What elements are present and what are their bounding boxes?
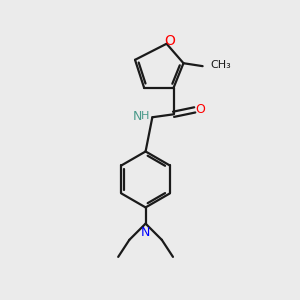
Text: H: H: [140, 111, 149, 121]
Text: N: N: [133, 110, 142, 123]
Text: CH₃: CH₃: [210, 60, 231, 70]
Text: O: O: [195, 103, 205, 116]
Text: N: N: [141, 226, 150, 239]
Text: O: O: [165, 34, 176, 48]
